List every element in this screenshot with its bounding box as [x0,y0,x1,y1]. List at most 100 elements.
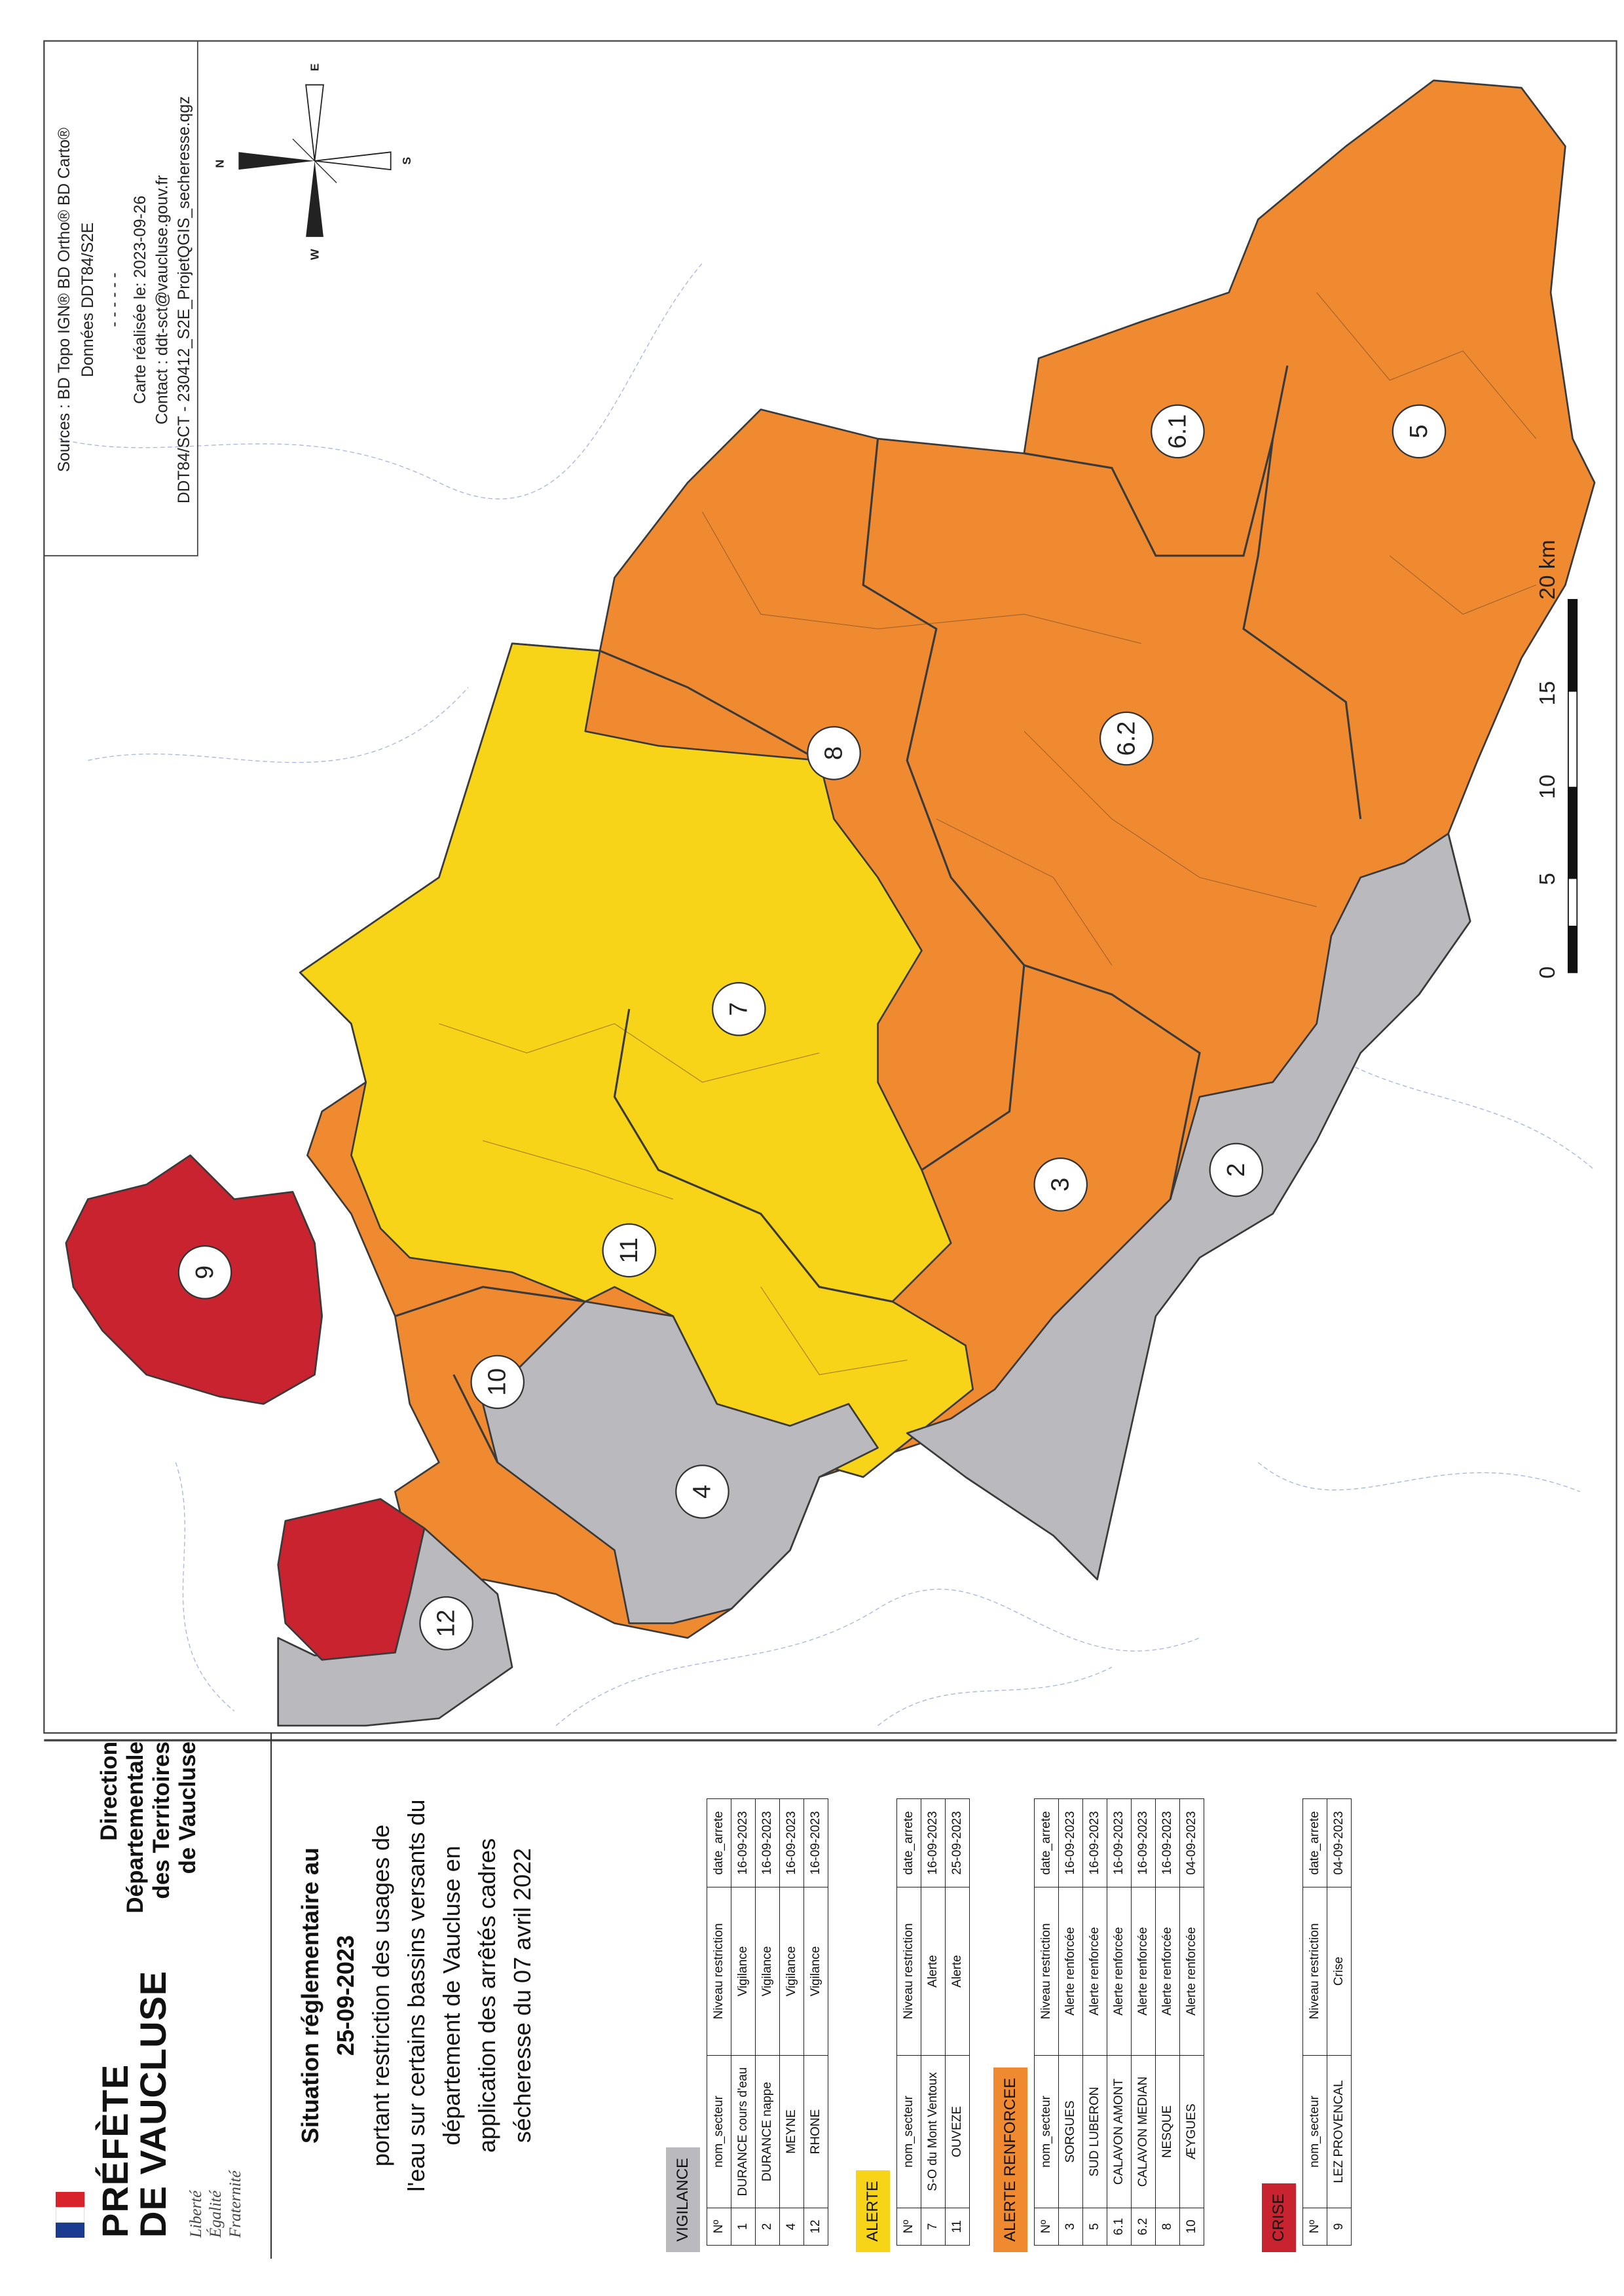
column-header: Nº [1302,2208,1327,2246]
table-header: Nº nom_secteur Niveau restriction date_arre… [707,1798,731,2246]
table-cell: 16-09-2023 [1107,1798,1132,1887]
title-line: application des arrêtés cadres [473,1838,500,2153]
table-row: 5 SUD LUBERON Alerte renforcée 16-09-2023 [1082,1798,1107,2246]
compass-letter: S [400,157,413,165]
column-header: date_arrete [896,1798,921,1887]
source-line: Données DDT84/S2E [79,223,97,377]
level-badge: ALERTE [856,2170,890,2252]
column-header: Nº [707,2208,731,2246]
scale-label: 5 [1536,873,1560,885]
column-header: nom_secteur [707,2055,731,2208]
title: Situation réglementaire au 25-09-2023 port… [293,1732,540,2259]
table-cell: 7 [921,2208,946,2246]
label-circle [711,981,766,1036]
level-table: Nº nom_secteur Niveau restriction date_arre… [1302,1798,1352,2246]
level-badge: CRISE [1262,2183,1296,2252]
source-line: Carte réalisée le: 2023-09-26 [132,196,149,404]
table-cell: 16-09-2023 [731,1798,756,1887]
sector-label: 4 [688,1485,716,1499]
table-cell: 16-09-2023 [1131,1798,1156,1887]
table-row: 11 OUVEZE Alerte 25-09-2023 [945,1798,970,2246]
level-badge: ALERTE RENFORCEE [993,2067,1027,2252]
table-row: 6.1 CALAVON AMONT Alerte renforcée 16-09-20… [1107,1798,1132,2246]
motto: Liberté Égalité Fraternité [187,2170,246,2238]
level-badge: VIGILANCE [666,2147,700,2252]
sector-label: 7 [725,1002,752,1016]
legend-section: ALERTE RENFORCEE Nº nom_secteur Niveau rest… [993,1798,1204,2259]
sector-label: 8 [821,746,848,760]
source-line: Contact : ddt-sct@vaucluse.gouv.fr [154,175,172,425]
table-cell: 12 [803,2208,828,2246]
table-cell: Crise [1327,1887,1352,2056]
table-row: 6.2 CALAVON MEDIAN Alerte renforcée 16-09-2… [1131,1798,1156,2246]
separator [270,1732,272,2259]
table-row: 1 DURANCE cours d'eau Vigilance 16-09-2023 [731,1798,756,2246]
table-cell: CALAVON AMONT [1107,2055,1132,2208]
direction-line: Direction [96,1741,122,1841]
table-cell: 25-09-2023 [945,1798,970,1887]
table-cell: DURANCE nappe [755,2055,780,2208]
table-cell: Alerte renforcée [1107,1887,1132,2056]
table-cell: OUVEZE [945,2055,970,2208]
direction-line: de Vaucluse [175,1741,200,1874]
scale-label: 10 [1536,774,1560,799]
table-cell: Vigilance [731,1887,756,2056]
zone-grey-4 [482,1300,879,1624]
table-cell: 8 [1155,2208,1180,2246]
column-header: date_arrete [1034,1798,1059,1887]
map-frame [43,40,1617,1734]
level-table: Nº nom_secteur Niveau restriction date_arre… [1034,1798,1204,2246]
table-cell: 16-09-2023 [1058,1798,1083,1887]
sector-label: 5 [1405,424,1433,438]
zone-grey-2 [906,832,1471,1580]
compass-letter: E [308,64,322,71]
flag-logo [56,2191,84,2238]
label-circle [807,726,861,780]
sources: Sources : BD Topo IGN® BD Ortho® BD Cart… [56,96,193,503]
table-cell: SUD LUBERON [1082,2055,1107,2208]
motto-line: Égalité [207,2190,225,2238]
brand-line: PRÉFÈTE [94,2064,136,2238]
source-line: Sources : BD Topo IGN® BD Ortho® BD Cart… [56,128,73,472]
label-circle [1099,711,1154,766]
legend-panel: PRÉFÈTE DE VAUCLUSE Liberté Égalité Frat… [44,1732,1615,2259]
motto-line: Liberté [187,2190,205,2238]
column-header: Niveau restriction [1302,1887,1327,2056]
sector-label: 9 [191,1266,219,1279]
scale-label: 15 [1536,681,1560,705]
label-circle [675,1465,729,1519]
table-cell: Alerte [945,1887,970,2056]
table-cell: 16-09-2023 [779,1798,804,1887]
column-header: nom_secteur [896,2055,921,2208]
table-cell: RHONE [803,2055,828,2208]
table-row: 9 LEZ PROVENCAL Crise 04-09-2023 [1327,1798,1352,2246]
table-cell: MEYNE [779,2055,804,2208]
brand: PRÉFÈTE DE VAUCLUSE [94,1971,174,2238]
column-header: date_arrete [1302,1798,1327,1887]
table-cell: Alerte renforcée [1155,1887,1180,2056]
level-table: Nº nom_secteur Niveau restriction date_arre… [896,1798,970,2246]
sector-labels: 9 10 12 4 11 7 8 3 2 6.2 6.1 5 [177,404,1447,1650]
title-line: Situation réglementaire au [297,1847,323,2144]
table-cell: 9 [1327,2208,1352,2246]
table-cell: Alerte renforcée [1058,1887,1083,2056]
compass-letters: N E S W [213,64,413,260]
legend-section: CRISE Nº nom_secteur Niveau restriction date… [1262,1798,1352,2259]
table-cell: 04-09-2023 [1327,1798,1352,1887]
column-header: Nº [896,2208,921,2246]
direction: Direction Départementale des Territoires… [96,1741,201,1914]
table-cell: 11 [945,2208,970,2246]
label-circle [1209,1142,1264,1197]
table-cell: 16-09-2023 [803,1798,828,1887]
table-cell: 16-09-2023 [1155,1798,1180,1887]
motto-line: Fraternité [227,2170,244,2238]
column-header: Niveau restriction [707,1887,731,2056]
table-cell: Alerte renforcée [1179,1887,1204,2056]
scale-bar [1567,598,1578,974]
sector-label: 11 [616,1237,643,1263]
table-cell: 3 [1058,2208,1083,2246]
legend-section: ALERTE Nº nom_secteur Niveau restriction dat… [856,1798,970,2259]
title-line: l'eau sur certains bassins versants du [403,1799,430,2192]
